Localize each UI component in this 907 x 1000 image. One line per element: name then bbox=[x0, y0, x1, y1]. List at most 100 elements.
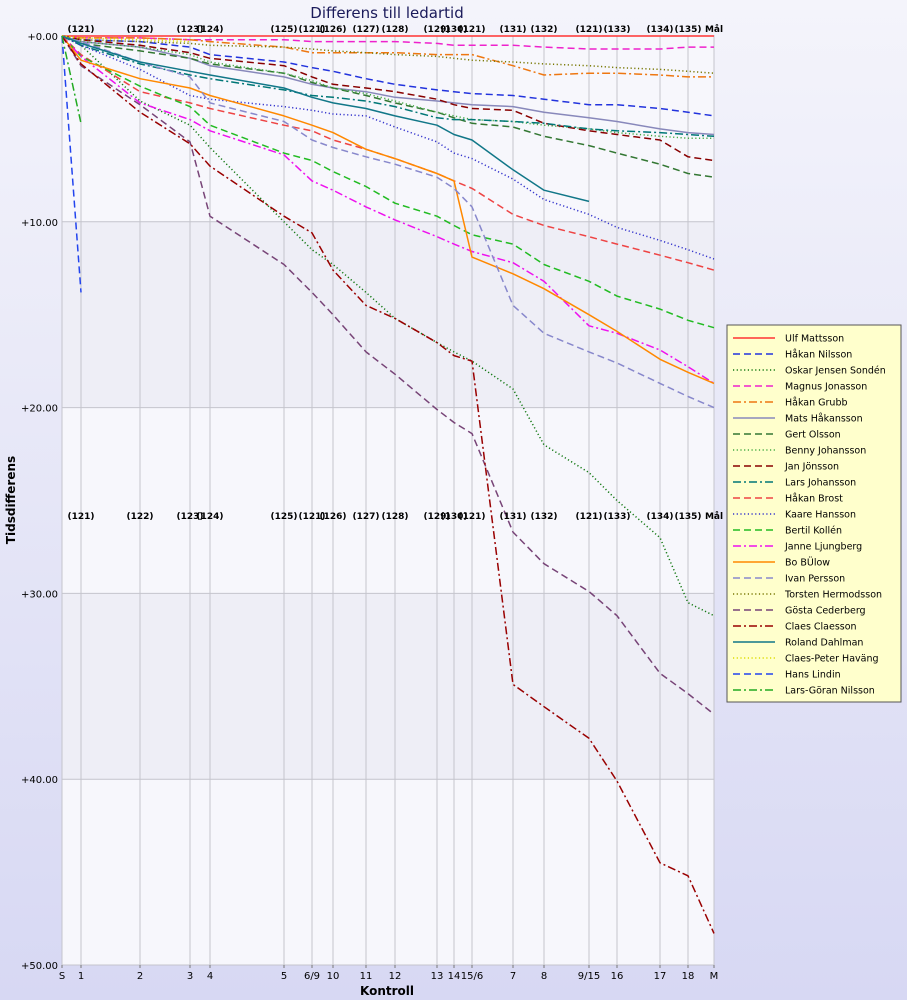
legend-label: Kaare Hansson bbox=[785, 510, 856, 521]
series-line bbox=[61, 35, 715, 74]
legend-label: Jan Jönsson bbox=[784, 462, 839, 473]
x-tick-label: 12 bbox=[389, 971, 402, 982]
y-axis-title: Tidsdifferens bbox=[4, 456, 18, 544]
control-codes-top: (121) (122) (123)(124) (125) (121)(126) (127)… bbox=[67, 24, 723, 35]
y-tick-label: +0.00 bbox=[27, 32, 58, 43]
y-tick-label: +30.00 bbox=[21, 589, 58, 600]
series-line bbox=[61, 35, 715, 617]
legend-label: Claes Claesson bbox=[785, 622, 857, 633]
plot-band bbox=[62, 593, 714, 780]
series-line bbox=[61, 35, 715, 138]
x-tick-label: 9/15 bbox=[578, 971, 600, 982]
control-code-label: (131) bbox=[499, 25, 526, 35]
control-code-label: (127) bbox=[352, 25, 379, 35]
series-line bbox=[61, 35, 82, 293]
control-code-label: (132) bbox=[530, 25, 557, 35]
series-line bbox=[61, 35, 715, 178]
series-line bbox=[61, 35, 715, 934]
control-code-label: (125) bbox=[270, 25, 297, 35]
y-axis: +0.00 +10.00 +20.00 +30.00 +40.00 +50.00 bbox=[21, 32, 58, 972]
series-line bbox=[61, 35, 714, 78]
control-code-label: (133) bbox=[603, 512, 630, 522]
legend-label: Magnus Jonasson bbox=[785, 382, 867, 393]
series-line bbox=[61, 35, 715, 117]
control-code-label: Mål bbox=[705, 511, 723, 522]
series-line bbox=[61, 35, 590, 203]
control-code-label: (131) bbox=[499, 512, 526, 522]
x-tick-label: 17 bbox=[654, 971, 667, 982]
legend-label: Håkan Nilsson bbox=[785, 350, 852, 361]
legend-label: Håkan Grubb bbox=[785, 398, 848, 409]
series-line bbox=[61, 35, 715, 271]
control-code-label: (130) bbox=[440, 512, 467, 522]
x-tick-label: 6/9 bbox=[304, 971, 320, 982]
series-line bbox=[61, 35, 715, 715]
legend-label: Gert Olsson bbox=[785, 430, 841, 441]
x-tick-label: 16 bbox=[611, 971, 624, 982]
control-code-label: (128) bbox=[381, 25, 408, 35]
control-code-label: (130) bbox=[440, 25, 467, 35]
control-code-label: (134) bbox=[646, 512, 673, 522]
x-tick-label: 3 bbox=[187, 971, 193, 982]
legend-label: Janne Ljungberg bbox=[784, 542, 862, 553]
control-code-label: (125) bbox=[270, 512, 297, 522]
control-code-label: (129) bbox=[423, 25, 450, 35]
plot-band bbox=[62, 779, 714, 965]
control-code-label: (128) bbox=[381, 512, 408, 522]
legend-label: Ivan Persson bbox=[785, 574, 845, 585]
plot-band bbox=[62, 36, 714, 222]
x-tick-label: 2 bbox=[137, 971, 143, 982]
x-tick-label: 11 bbox=[360, 971, 373, 982]
control-code-label: Mål bbox=[705, 24, 723, 35]
x-tick-label: 13 bbox=[431, 971, 444, 982]
control-code-label: (126) bbox=[319, 25, 346, 35]
legend-label: Lars-Göran Nilsson bbox=[785, 686, 875, 697]
control-code-label: (134) bbox=[646, 25, 673, 35]
control-code-label: (121) bbox=[67, 25, 94, 35]
legend-label: Torsten Hermodsson bbox=[784, 590, 882, 601]
legend-label: Gösta Cederberg bbox=[785, 606, 866, 617]
control-code-label: (127) bbox=[352, 512, 379, 522]
series-line bbox=[61, 35, 714, 50]
control-code-label: (122) bbox=[126, 25, 153, 35]
legend-label: Benny Johansson bbox=[785, 446, 866, 457]
series-line bbox=[61, 35, 715, 329]
chart-title: Differens till ledartid bbox=[310, 4, 463, 22]
control-code-label: (121) bbox=[575, 25, 602, 35]
legend-label: Bo BÜlow bbox=[785, 558, 830, 569]
series-line bbox=[61, 35, 715, 260]
legend-label: Lars Johansson bbox=[785, 478, 856, 489]
control-code-label: (121) bbox=[458, 25, 485, 35]
legend-label: Oskar Jensen Sondén bbox=[785, 366, 886, 377]
series-line bbox=[61, 35, 715, 385]
x-tick-label: 15/6 bbox=[461, 971, 483, 982]
control-code-label: (129) bbox=[423, 512, 450, 522]
series-line bbox=[61, 35, 715, 162]
x-tick-label: S bbox=[59, 971, 65, 982]
control-code-label: (121) bbox=[298, 25, 325, 35]
x-axis-title: Kontroll bbox=[360, 984, 414, 998]
control-code-label: (123) bbox=[176, 512, 203, 522]
control-code-label: (132) bbox=[530, 512, 557, 522]
control-code-label: (121) bbox=[298, 512, 325, 522]
x-tick-label: 18 bbox=[682, 971, 695, 982]
control-codes-middle: (121) (122) (123)(124) (125) (121)(126) (127)… bbox=[67, 511, 723, 522]
legend-label: Mats Håkansson bbox=[785, 414, 863, 425]
x-tick-label: 7 bbox=[510, 971, 516, 982]
series-line bbox=[61, 35, 191, 43]
legend-label: Claes-Peter Haväng bbox=[785, 654, 879, 665]
control-code-label: (121) bbox=[458, 512, 485, 522]
control-code-label: (121) bbox=[575, 512, 602, 522]
x-tick-label: 5 bbox=[281, 971, 287, 982]
control-code-label: (121) bbox=[67, 512, 94, 522]
x-tick-label: M bbox=[710, 971, 719, 982]
y-tick-label: +40.00 bbox=[21, 775, 58, 786]
y-tick-label: +50.00 bbox=[21, 961, 58, 972]
series-line bbox=[61, 35, 715, 385]
series-line bbox=[61, 35, 82, 124]
x-tick-label: 1 bbox=[78, 971, 84, 982]
series-line bbox=[61, 35, 715, 409]
legend-label: Håkan Brost bbox=[785, 494, 843, 505]
legend-label: Ulf Mattsson bbox=[785, 334, 844, 345]
control-code-label: (135) bbox=[674, 25, 701, 35]
